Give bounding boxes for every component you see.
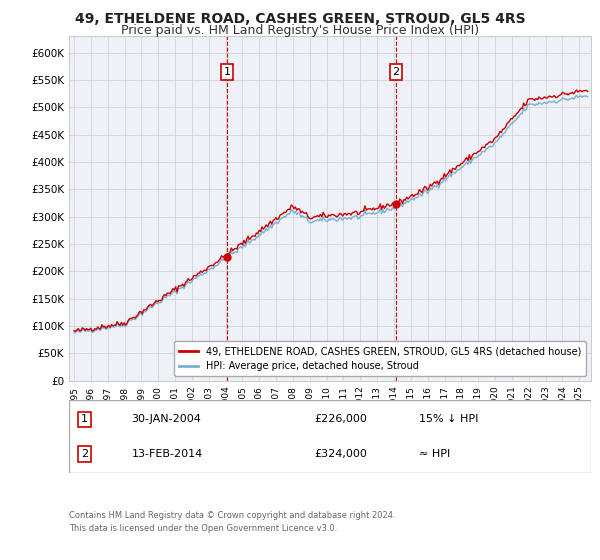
Line: HPI: Average price, detached house, Stroud: HPI: Average price, detached house, Stro…	[74, 95, 587, 333]
Text: £226,000: £226,000	[314, 414, 367, 424]
HPI: Average price, detached house, Stroud: (2.02e+03, 5.22e+05): Average price, detached house, Stroud: (…	[573, 92, 580, 99]
Text: 49, ETHELDENE ROAD, CASHES GREEN, STROUD, GL5 4RS: 49, ETHELDENE ROAD, CASHES GREEN, STROUD…	[74, 12, 526, 26]
Text: £324,000: £324,000	[314, 449, 367, 459]
HPI: Average price, detached house, Stroud: (2.01e+03, 2.97e+05): Average price, detached house, Stroud: (…	[278, 215, 285, 222]
Line: 49, ETHELDENE ROAD, CASHES GREEN, STROUD, GL5 4RS (detached house): 49, ETHELDENE ROAD, CASHES GREEN, STROUD…	[74, 90, 587, 332]
Text: 1: 1	[223, 67, 230, 77]
49, ETHELDENE ROAD, CASHES GREEN, STROUD, GL5 4RS (detached house)	[494, 133, 501, 140]
49, ETHELDENE ROAD, CASHES GREEN, STROUD, GL5 4RS (detached house)	[272, 214, 280, 221]
HPI: Average price, detached house, Stroud: (2.03e+03, 5.2e+05): Average price, detached house, Stroud: (…	[584, 94, 591, 100]
HPI: Average price, detached house, Stroud: (2e+03, 8.81e+04): Average price, detached house, Stroud: (…	[72, 329, 79, 336]
Text: This data is licensed under the Open Government Licence v3.0.: This data is licensed under the Open Gov…	[69, 524, 337, 533]
Legend: 49, ETHELDENE ROAD, CASHES GREEN, STROUD, GL5 4RS (detached house), HPI: Average: 49, ETHELDENE ROAD, CASHES GREEN, STROUD…	[174, 342, 586, 376]
FancyBboxPatch shape	[69, 400, 591, 473]
Text: 2: 2	[392, 67, 400, 77]
HPI: Average price, detached house, Stroud: (2.01e+03, 2.91e+05): Average price, detached house, Stroud: (…	[272, 218, 280, 225]
Text: 1: 1	[81, 414, 88, 424]
HPI: Average price, detached house, Stroud: (2.02e+03, 4.38e+05): Average price, detached house, Stroud: (…	[494, 138, 501, 144]
49, ETHELDENE ROAD, CASHES GREEN, STROUD, GL5 4RS (detached house)	[446, 166, 454, 173]
Text: 15% ↓ HPI: 15% ↓ HPI	[419, 414, 478, 424]
HPI: Average price, detached house, Stroud: (2e+03, 8.92e+04): Average price, detached house, Stroud: (…	[70, 329, 77, 335]
49, ETHELDENE ROAD, CASHES GREEN, STROUD, GL5 4RS (detached house)	[584, 88, 591, 95]
Text: Contains HM Land Registry data © Crown copyright and database right 2024.: Contains HM Land Registry data © Crown c…	[69, 511, 395, 520]
49, ETHELDENE ROAD, CASHES GREEN, STROUD, GL5 4RS (detached house)	[161, 291, 168, 298]
HPI: Average price, detached house, Stroud: (2.02e+03, 3.79e+05): Average price, detached house, Stroud: (…	[446, 170, 454, 177]
49, ETHELDENE ROAD, CASHES GREEN, STROUD, GL5 4RS (detached house)	[70, 328, 77, 334]
49, ETHELDENE ROAD, CASHES GREEN, STROUD, GL5 4RS (detached house)	[278, 211, 285, 218]
Text: 2: 2	[81, 449, 88, 459]
Text: ≈ HPI: ≈ HPI	[419, 449, 450, 459]
49, ETHELDENE ROAD, CASHES GREEN, STROUD, GL5 4RS (detached house)	[518, 105, 526, 112]
49, ETHELDENE ROAD, CASHES GREEN, STROUD, GL5 4RS (detached house)	[72, 328, 79, 335]
Text: 30-JAN-2004: 30-JAN-2004	[131, 414, 202, 424]
HPI: Average price, detached house, Stroud: (2e+03, 1.54e+05): Average price, detached house, Stroud: (…	[161, 293, 168, 300]
Text: 13-FEB-2014: 13-FEB-2014	[131, 449, 203, 459]
Text: Price paid vs. HM Land Registry's House Price Index (HPI): Price paid vs. HM Land Registry's House …	[121, 24, 479, 36]
HPI: Average price, detached house, Stroud: (2.02e+03, 4.88e+05): Average price, detached house, Stroud: (…	[518, 110, 526, 117]
49, ETHELDENE ROAD, CASHES GREEN, STROUD, GL5 4RS (detached house)	[573, 87, 580, 94]
